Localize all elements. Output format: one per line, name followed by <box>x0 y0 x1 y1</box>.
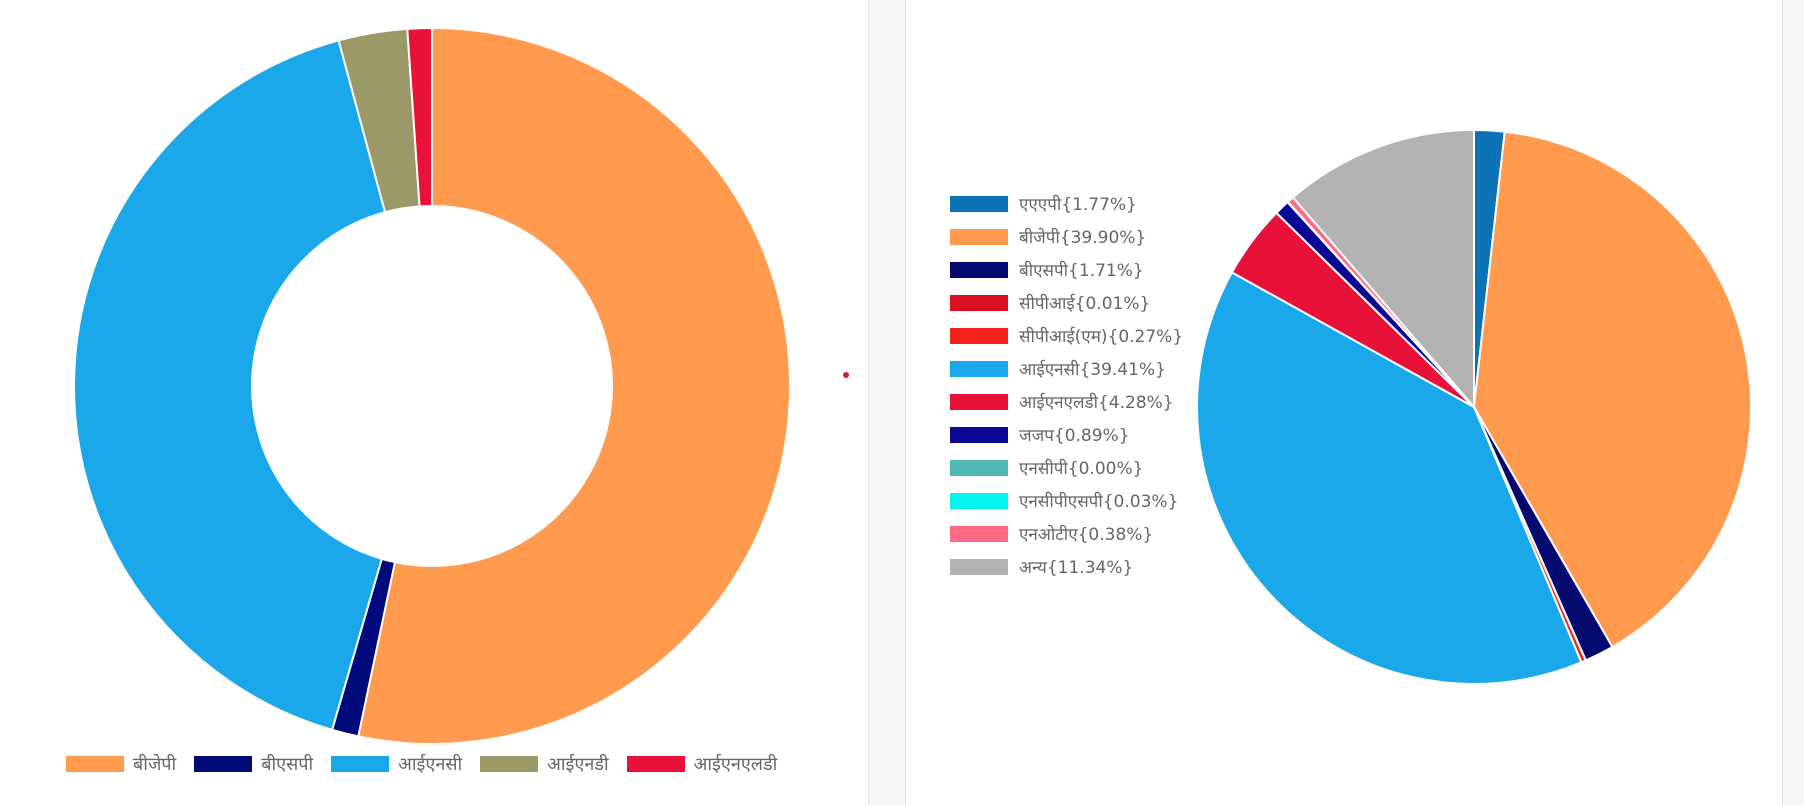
legend-label: एनसीपी{0.00%} <box>1019 459 1144 479</box>
legend-label: एनसीपीएसपी{0.03%} <box>1019 492 1179 512</box>
donut-legend-item[interactable]: बीएसपी <box>194 752 313 776</box>
legend-swatch <box>950 393 1008 410</box>
chart1-slice-1[interactable] <box>1472 130 1752 649</box>
pie-legend-item[interactable]: बीजेपी{39.90%} <box>950 220 1183 253</box>
chart0-slice-4[interactable] <box>406 26 433 208</box>
legend-swatch <box>950 294 1008 311</box>
legend-swatch <box>950 459 1008 476</box>
pie-legend-item[interactable]: एएएपी{1.77%} <box>950 187 1183 220</box>
marker-dot <box>843 372 849 378</box>
panel-edge <box>1782 0 1804 805</box>
pie-legend-item[interactable]: एनसीपी{0.00%} <box>950 451 1183 484</box>
legend-swatch <box>626 756 685 772</box>
pie-legend-item[interactable]: सीपीआई{0.01%} <box>950 286 1183 319</box>
legend-swatch <box>950 492 1008 509</box>
legend-label: बीजेपी{39.90%} <box>1019 228 1147 248</box>
pie-legend-item[interactable]: सीपीआई(एम){0.27%} <box>950 319 1183 352</box>
donut-chart-panel: बीजेपी बीएसपी आईएनसी आईएनडी आईएनएलडी <box>0 0 868 805</box>
legend-swatch <box>950 195 1008 212</box>
legend-label: आईएनएलडी{4.28%} <box>1019 393 1174 413</box>
legend-swatch <box>950 261 1008 278</box>
legend-swatch <box>194 756 253 772</box>
donut-legend-item[interactable]: बीजेपी <box>66 752 176 776</box>
legend-label: आईएनसी{39.41%} <box>1019 360 1166 380</box>
legend-label: अन्य{11.34%} <box>1019 558 1134 578</box>
chart0-slice-0[interactable] <box>357 26 791 745</box>
chart1-slice-11[interactable] <box>1291 128 1475 410</box>
chart0-slice-2[interactable] <box>73 39 387 732</box>
legend-swatch <box>331 756 390 772</box>
pie-chart-panel <box>906 0 1804 805</box>
legend-label: एएएपी{1.77%} <box>1019 195 1137 215</box>
pie-legend-item[interactable]: एनसीपीएसपी{0.03%} <box>950 484 1183 517</box>
donut-chart <box>73 26 791 745</box>
legend-swatch <box>950 525 1008 542</box>
pie-legend: एएएपी{1.77%} बीजेपी{39.90%} बीएसपी{1.71%} स… <box>950 187 1183 583</box>
legend-swatch <box>480 756 539 772</box>
pie-legend-item[interactable]: एनओटीए{0.38%} <box>950 517 1183 550</box>
legend-swatch <box>950 558 1008 575</box>
legend-label: आईएनसी <box>398 754 463 775</box>
legend-swatch <box>66 756 124 772</box>
donut-legend-item[interactable]: आईएनडी <box>480 752 609 776</box>
pie-legend-item[interactable]: आईएनएलडी{4.28%} <box>950 385 1183 418</box>
legend-label: सीपीआई{0.01%} <box>1019 294 1151 314</box>
chart1-slice-5[interactable] <box>1196 271 1583 685</box>
legend-label: आईएनडी <box>547 754 609 775</box>
donut-legend-item[interactable]: आईएनसी <box>331 752 462 776</box>
pie-legend-item[interactable]: आईएनसी{39.41%} <box>950 352 1183 385</box>
legend-label: बीएसपी{1.71%} <box>1019 261 1144 281</box>
legend-swatch <box>950 426 1008 443</box>
legend-swatch <box>950 360 1008 377</box>
legend-label: सीपीआई(एम){0.27%} <box>1019 327 1184 347</box>
donut-legend: बीजेपी बीएसपी आईएनसी आईएनडी आईएनएलडी <box>66 752 795 776</box>
pie-legend-item[interactable]: बीएसपी{1.71%} <box>950 253 1183 286</box>
legend-label: बीजेपी <box>133 754 177 775</box>
legend-label: आईएनएलडी <box>693 754 778 775</box>
pie-legend-item[interactable]: अन्य{11.34%} <box>950 550 1183 583</box>
legend-swatch <box>950 228 1008 245</box>
legend-swatch <box>950 327 1008 344</box>
panel-divider <box>868 0 906 805</box>
pie-legend-item[interactable]: जजप{0.89%} <box>950 418 1183 451</box>
pie-chart <box>1196 128 1752 685</box>
legend-label: एनओटीए{0.38%} <box>1019 525 1154 545</box>
legend-label: जजप{0.89%} <box>1019 426 1130 446</box>
donut-legend-item[interactable]: आईएनएलडी <box>626 752 778 776</box>
legend-label: बीएसपी <box>261 754 314 775</box>
